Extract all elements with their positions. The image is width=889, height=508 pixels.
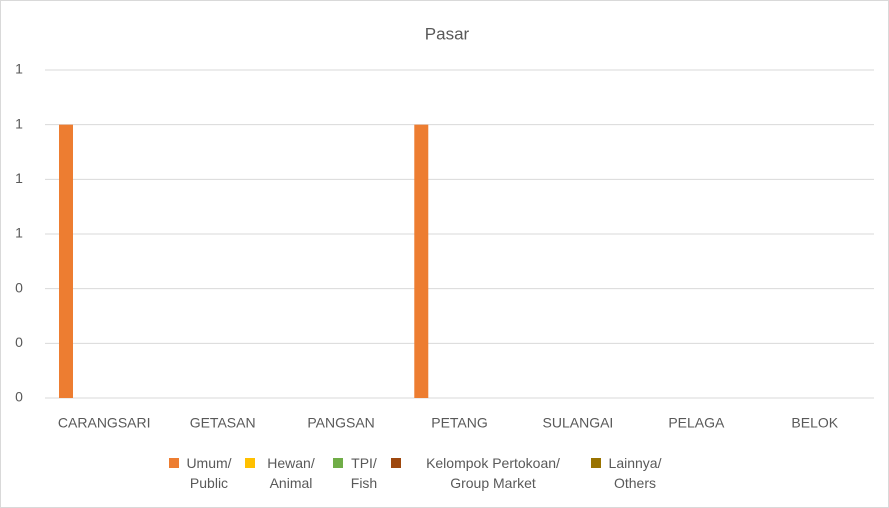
legend-label: Umum/ Public bbox=[186, 455, 232, 491]
legend: Umum/ Public Hewan/ Animal TPI/ Fish Kelomp… bbox=[169, 453, 665, 493]
y-tick-label: 0 bbox=[15, 389, 23, 405]
legend-item: TPI/ Fish bbox=[333, 453, 381, 493]
legend-label: Lainnya/ Others bbox=[608, 455, 662, 491]
y-tick-label: 1 bbox=[15, 115, 23, 131]
x-tick-label: PETANG bbox=[431, 415, 488, 431]
legend-swatch bbox=[391, 458, 401, 468]
y-tick-label: 1 bbox=[15, 225, 23, 241]
y-tick-label: 1 bbox=[15, 170, 23, 186]
y-tick-label: 0 bbox=[15, 279, 23, 295]
chart-title: Pasar bbox=[425, 24, 470, 43]
legend-label: TPI/ Fish bbox=[350, 455, 378, 491]
legend-item: Kelompok Pertokoan/ Group Market bbox=[391, 453, 581, 493]
legend-item: Umum/ Public bbox=[169, 453, 235, 493]
legend-swatch bbox=[245, 458, 255, 468]
bar bbox=[59, 124, 73, 399]
legend-swatch bbox=[333, 458, 343, 468]
y-tick-label: 0 bbox=[15, 334, 23, 350]
x-tick-label: SULANGAI bbox=[543, 415, 614, 431]
x-tick-label: BELOK bbox=[791, 415, 838, 431]
bar bbox=[414, 124, 429, 399]
legend-item: Hewan/ Animal bbox=[245, 453, 323, 493]
legend-swatch bbox=[591, 458, 601, 468]
x-tick-label: GETASAN bbox=[190, 415, 256, 431]
legend-label: Hewan/ Animal bbox=[267, 455, 315, 491]
x-tick-label: PELAGA bbox=[668, 415, 725, 431]
legend-item: Lainnya/ Others bbox=[591, 453, 665, 493]
x-tick-label: CARANGSARI bbox=[58, 415, 151, 431]
y-tick-label: 1 bbox=[15, 61, 23, 77]
legend-swatch bbox=[169, 458, 179, 468]
legend-label: Kelompok Pertokoan/ Group Market bbox=[426, 455, 560, 491]
x-tick-label: PANGSAN bbox=[307, 415, 374, 431]
